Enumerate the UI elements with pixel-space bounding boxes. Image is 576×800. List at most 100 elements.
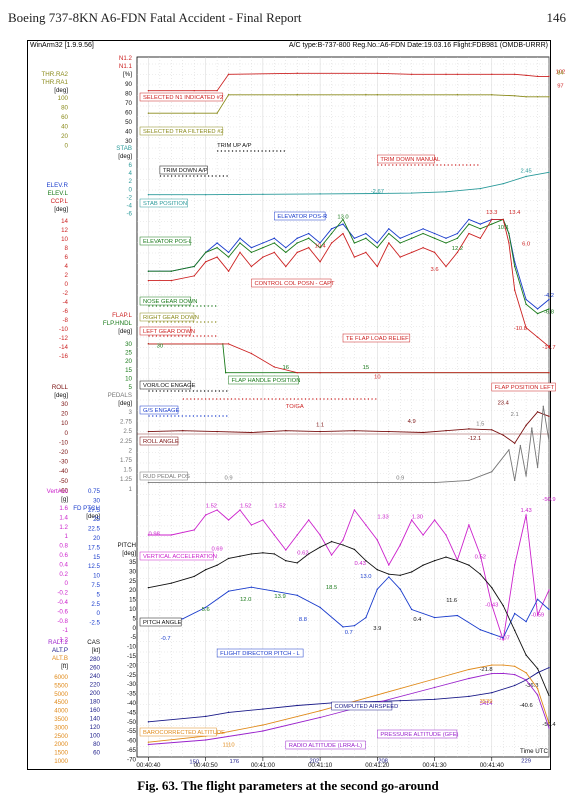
data-point <box>513 629 516 632</box>
data-point <box>147 743 150 746</box>
data-point <box>525 475 527 477</box>
axis-tick-label: -10 <box>59 439 69 446</box>
data-point <box>536 598 539 601</box>
axis-tick-label: 5000 <box>54 691 68 698</box>
axis-tick-label: 60 <box>93 750 100 757</box>
data-point <box>353 548 356 551</box>
axis-label: RALT.2 <box>48 639 68 646</box>
data-point <box>319 372 321 374</box>
data-point <box>216 242 218 244</box>
axis-tick-label: 180 <box>90 699 101 706</box>
data-point <box>479 228 482 230</box>
data-point <box>296 251 298 254</box>
axis-tick-label: 15 <box>129 597 136 604</box>
axis-tick-label: 160 <box>90 707 101 714</box>
data-label: -0.59 <box>531 613 544 619</box>
data-point <box>548 722 550 725</box>
data-point <box>531 427 533 429</box>
data-point <box>193 89 195 92</box>
axis-tick-label: 0 <box>129 186 133 193</box>
data-point <box>216 89 218 92</box>
axis-tick-label: 10 <box>129 606 136 613</box>
axis-tick-label: -4 <box>62 299 68 306</box>
data-point <box>548 171 550 174</box>
data-label: 2.45 <box>520 168 531 174</box>
series-legend-label: FLAP HANDLE POSITION <box>232 378 301 384</box>
data-point <box>548 589 550 591</box>
axis-label: PITCH <box>117 542 136 549</box>
axis-label: THR.RA2 <box>42 71 69 78</box>
data-point <box>468 677 470 680</box>
data-point <box>468 564 470 566</box>
series-legend-label: RADIO ALTITUDE (LRRA-L) <box>289 743 362 749</box>
data-point <box>536 411 539 413</box>
data-point <box>307 246 310 249</box>
data-point <box>491 633 493 635</box>
data-label: -0.43 <box>485 602 498 608</box>
axis-tick-label: 0 <box>65 143 69 150</box>
data-label: 13.0 <box>360 574 371 580</box>
data-point <box>296 72 298 74</box>
axis-tick-label: 2.5 <box>123 428 132 435</box>
data-point <box>353 624 356 627</box>
axis-tick-label: 12 <box>61 227 68 234</box>
data-point <box>548 666 550 669</box>
series-line <box>148 72 549 92</box>
series-legend-label: BAROCORRECTED ALTITUDE <box>143 730 225 736</box>
data-point <box>250 586 253 588</box>
data-point <box>548 694 550 697</box>
data-point <box>525 96 527 98</box>
axis-tick-label: -60 <box>127 738 137 745</box>
data-point <box>548 440 550 442</box>
data-point <box>250 246 253 249</box>
data-point <box>491 586 493 589</box>
data-point <box>456 94 459 96</box>
time-axis-label: Time UTC <box>520 748 548 755</box>
data-point <box>204 606 207 609</box>
time-tick-label: 00:41:00 <box>251 762 276 769</box>
data-point <box>513 564 516 566</box>
series-legend-box <box>139 296 192 306</box>
data-point <box>147 89 150 92</box>
data-label: -2.67 <box>371 189 384 195</box>
axis-tick-label: 60 <box>61 114 68 121</box>
data-point <box>433 481 436 484</box>
data-label: 3414 <box>480 701 494 707</box>
data-point <box>525 514 527 516</box>
data-point <box>513 289 516 291</box>
data-point <box>410 192 413 194</box>
data-point <box>445 191 447 193</box>
series-legend-box <box>139 380 192 390</box>
data-label: 13.9 <box>274 594 285 600</box>
data-point <box>307 553 310 555</box>
data-point <box>491 470 493 473</box>
data-label: -1.07 <box>497 635 510 641</box>
data-point <box>536 336 539 338</box>
axis-tick-label: 80 <box>125 91 132 98</box>
data-point <box>147 534 150 536</box>
data-label: -4.2 <box>544 293 554 299</box>
data-point <box>513 665 516 668</box>
report-header-title: Boeing 737-8KN A6-FDN Fatal Accident - F… <box>8 10 302 25</box>
data-point <box>342 544 344 546</box>
axis-tick-label: 0 <box>65 580 69 587</box>
data-point <box>445 237 447 239</box>
axis-tick-label: -4 <box>126 203 132 210</box>
data-label: 1.52 <box>240 504 251 510</box>
data-label: 23.4 <box>498 401 510 407</box>
axis-tick-label: -65 <box>127 747 137 754</box>
data-point <box>273 534 276 536</box>
data-point <box>456 614 459 617</box>
data-point <box>525 671 527 674</box>
data-point <box>262 519 264 521</box>
axis-tick-label: 35 <box>129 559 136 566</box>
axis-label: [deg] <box>118 328 132 335</box>
data-point <box>548 75 550 78</box>
data-point <box>433 686 436 689</box>
data-point <box>365 559 367 562</box>
data-label: 13.4 <box>509 210 521 216</box>
axis-tick-label: 10 <box>61 420 68 427</box>
data-point <box>147 343 150 345</box>
data-point <box>399 242 401 244</box>
data-point <box>422 246 424 249</box>
